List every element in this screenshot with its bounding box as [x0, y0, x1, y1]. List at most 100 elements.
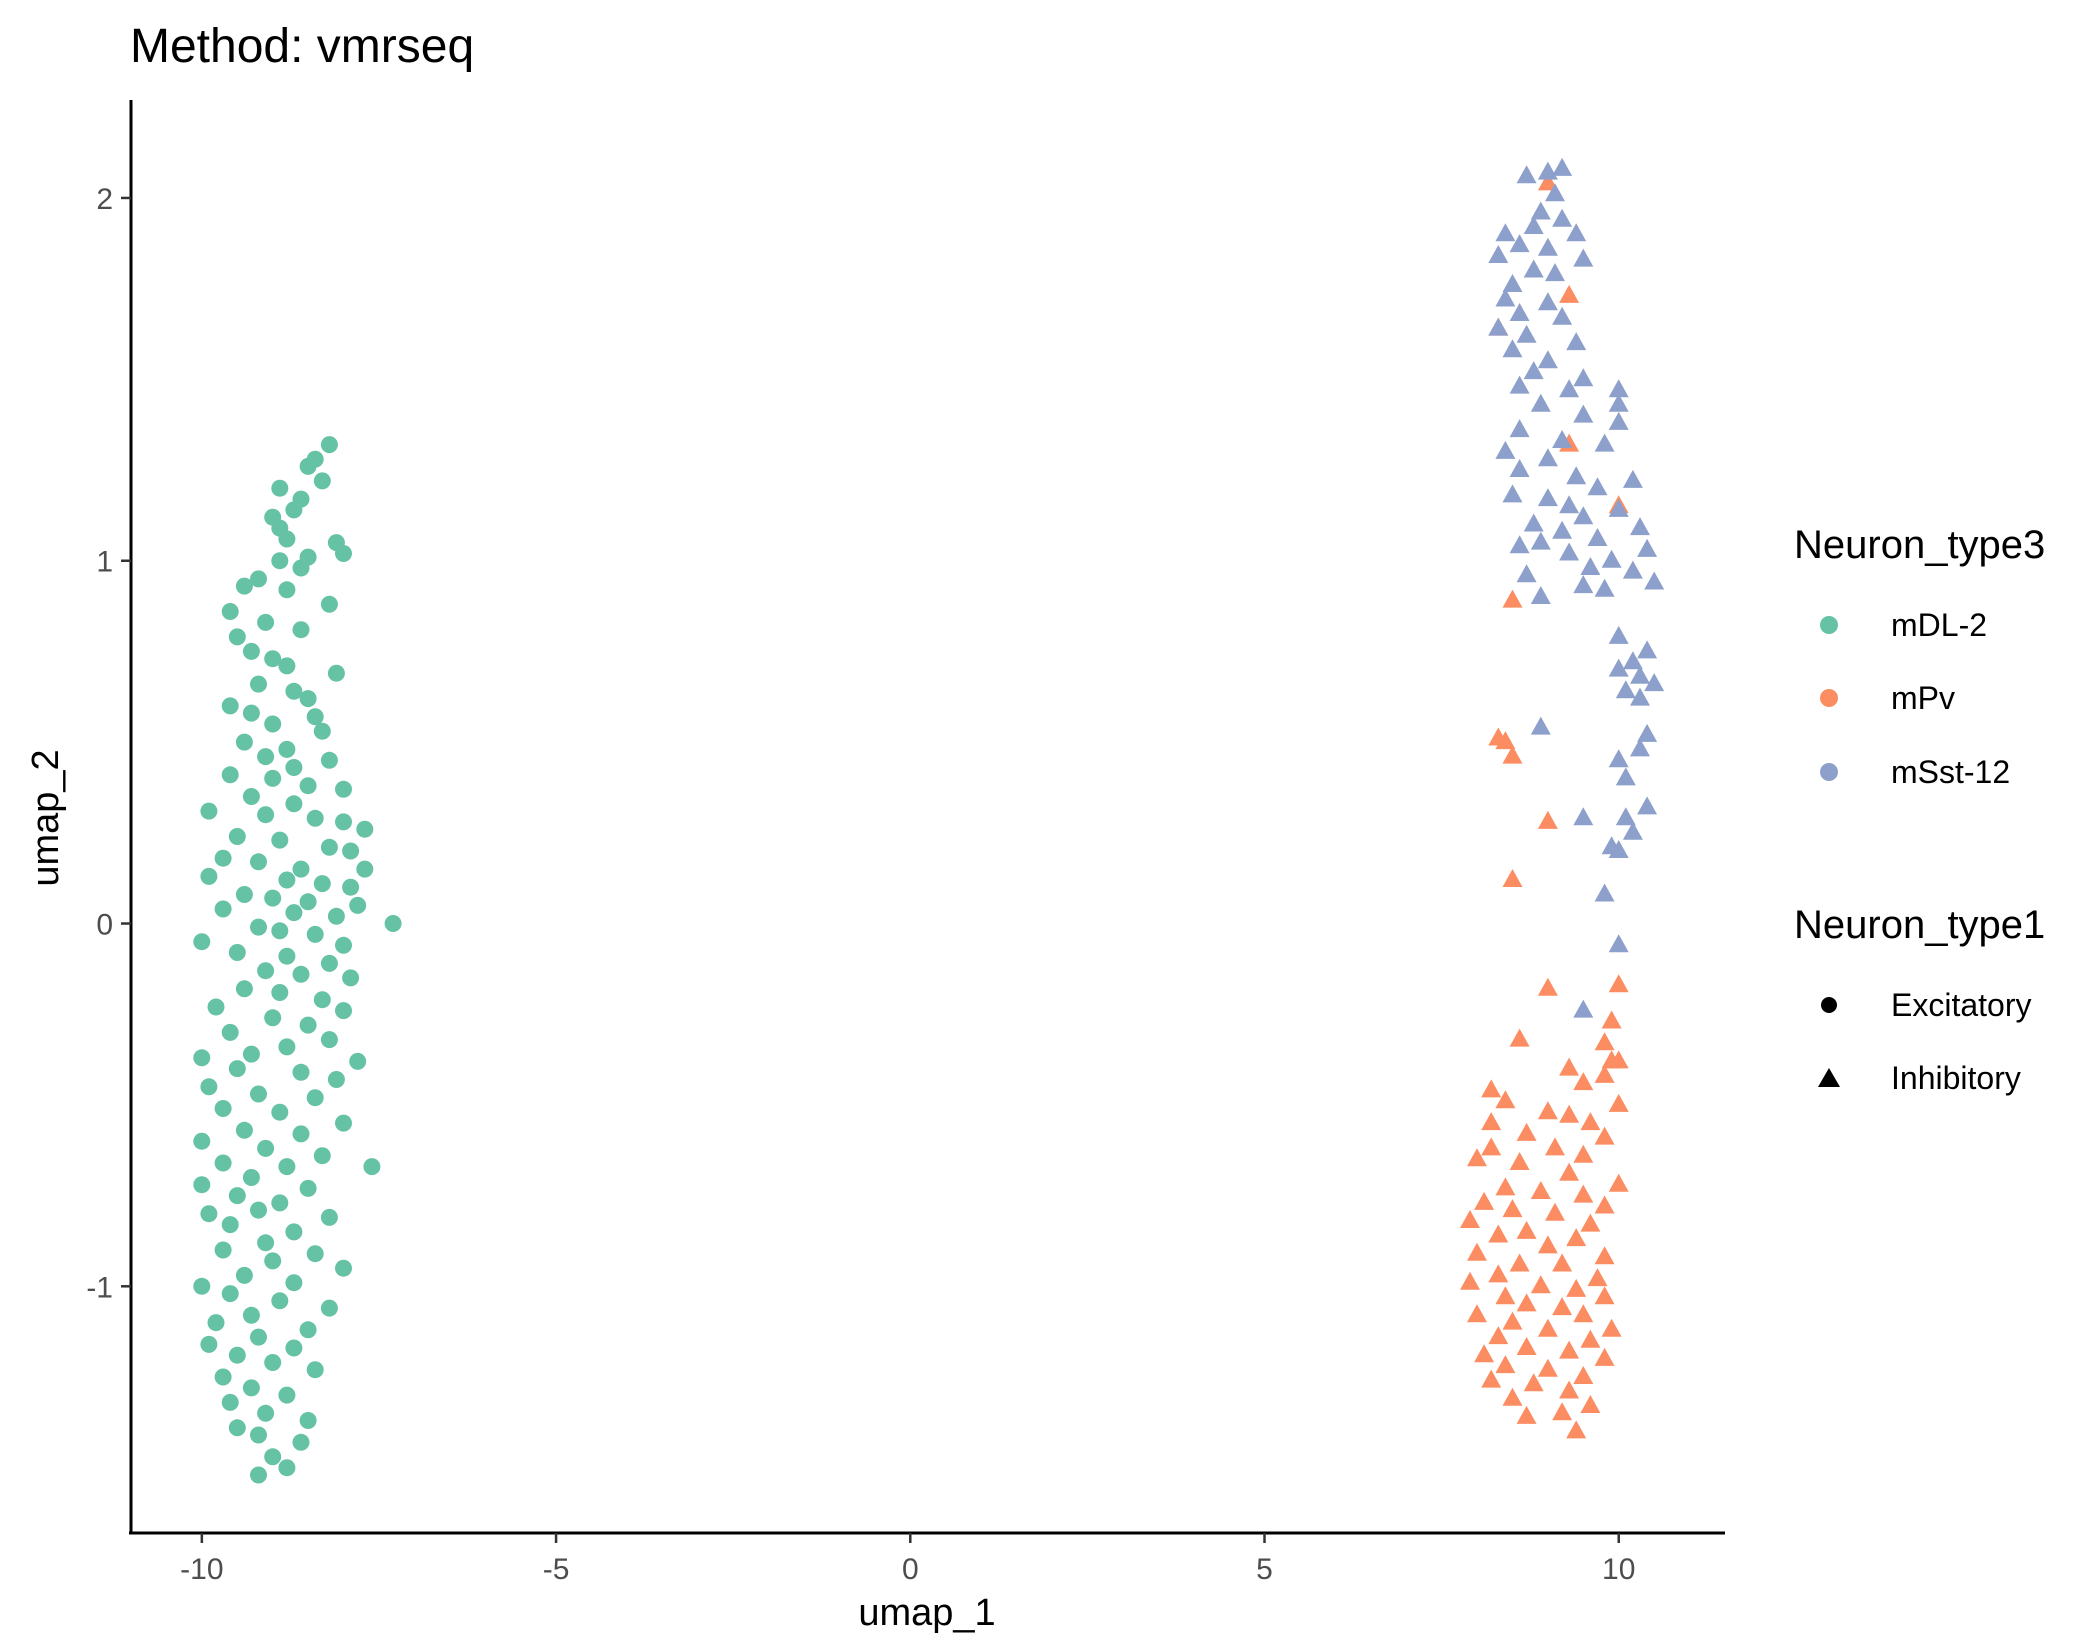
- legend-key-excitatory: [1821, 997, 1837, 1013]
- point-mpv: [1502, 1199, 1523, 1218]
- point-mdl-2: [200, 1335, 218, 1353]
- x-tick-label: -10: [180, 1553, 223, 1586]
- point-mpv: [1502, 1311, 1523, 1330]
- point-mdl-2: [221, 1216, 239, 1234]
- point-mdl-2: [320, 1031, 338, 1049]
- point-mdl-2: [235, 980, 253, 998]
- point-msst-12: [1509, 234, 1530, 253]
- point-mdl-2: [271, 1103, 289, 1121]
- point-mpv: [1481, 1369, 1502, 1388]
- point-mdl-2: [214, 849, 232, 867]
- point-msst-12: [1566, 223, 1587, 242]
- point-mpv: [1467, 1304, 1487, 1323]
- point-mpv: [1509, 1028, 1530, 1047]
- legend-title-neuron-type1: Neuron_type1: [1794, 903, 2045, 947]
- point-mdl-2: [200, 1078, 218, 1096]
- point-msst-12: [1637, 538, 1658, 557]
- legend-label-inhibitory: Inhibitory: [1891, 1060, 2021, 1096]
- point-mdl-2: [292, 621, 310, 639]
- point-mdl-2: [235, 1266, 253, 1284]
- point-mdl-2: [193, 1277, 211, 1295]
- point-mpv: [1545, 1202, 1565, 1221]
- point-mdl-2: [278, 530, 296, 548]
- point-msst-12: [1594, 433, 1615, 452]
- y-axis-title: umap_2: [25, 749, 67, 886]
- point-mpv: [1537, 977, 1558, 996]
- point-mpv: [1481, 1112, 1502, 1131]
- point-mpv: [1601, 1318, 1622, 1337]
- point-mdl-2: [349, 1052, 367, 1070]
- points-layer: [193, 157, 1665, 1484]
- point-mpv: [1594, 1246, 1615, 1265]
- point-msst-12: [1587, 477, 1608, 496]
- point-mdl-2: [250, 1426, 267, 1444]
- point-mdl-2: [320, 1299, 338, 1317]
- point-mdl-2: [292, 559, 310, 577]
- point-msst-12: [1594, 883, 1615, 902]
- point-mdl-2: [285, 1339, 303, 1357]
- point-msst-12: [1559, 542, 1580, 561]
- point-msst-12: [1530, 531, 1551, 550]
- y-ticks: -1 0 1 2: [86, 183, 131, 1304]
- point-mpv: [1495, 731, 1516, 750]
- point-mdl-2: [221, 697, 239, 715]
- point-mpv: [1559, 1104, 1580, 1123]
- legend-label-msst12: mSst-12: [1891, 754, 2010, 790]
- point-mdl-2: [299, 1016, 317, 1034]
- point-mdl-2: [235, 733, 253, 751]
- point-mdl-2: [214, 900, 232, 918]
- point-msst-12: [1502, 339, 1523, 358]
- point-mdl-2: [228, 944, 246, 961]
- point-msst-12: [1523, 259, 1544, 278]
- point-mdl-2: [292, 965, 310, 983]
- point-mdl-2: [242, 1169, 260, 1186]
- point-msst-12: [1630, 517, 1650, 536]
- point-mdl-2: [320, 838, 338, 856]
- point-msst-12: [1630, 665, 1650, 684]
- point-mpv: [1495, 1177, 1516, 1196]
- point-mdl-2: [242, 1045, 260, 1063]
- point-mpv: [1474, 1191, 1495, 1210]
- legend-neuron-type1: Neuron_type1 Excitatory Inhibitory: [1794, 903, 2045, 1096]
- point-mdl-2: [214, 1154, 232, 1172]
- legend-key-msst12: [1820, 763, 1838, 781]
- point-mpv: [1474, 1344, 1495, 1363]
- point-mpv: [1537, 810, 1558, 829]
- point-mdl-2: [250, 1201, 267, 1219]
- point-mdl-2: [214, 1100, 232, 1117]
- point-mpv: [1580, 1213, 1601, 1232]
- point-mdl-2: [193, 1132, 211, 1150]
- point-mpv: [1467, 1148, 1487, 1167]
- point-mpv: [1530, 1275, 1551, 1294]
- point-msst-12: [1523, 513, 1544, 532]
- point-mdl-2: [221, 1285, 239, 1303]
- point-mdl-2: [342, 878, 360, 896]
- point-mpv: [1495, 1355, 1516, 1374]
- point-msst-12: [1566, 332, 1587, 351]
- point-msst-12: [1537, 292, 1558, 311]
- point-mpv: [1460, 1271, 1480, 1290]
- point-msst-12: [1594, 578, 1615, 597]
- point-mdl-2: [342, 969, 360, 987]
- point-mpv: [1537, 172, 1558, 191]
- point-mdl-2: [257, 613, 275, 631]
- point-msst-12: [1573, 248, 1594, 267]
- point-mpv: [1573, 1366, 1594, 1384]
- point-mdl-2: [313, 472, 331, 490]
- point-msst-12: [1552, 157, 1573, 176]
- point-msst-12: [1608, 625, 1629, 644]
- point-mdl-2: [200, 867, 218, 885]
- point-mdl-2: [335, 1114, 352, 1132]
- point-mdl-2: [264, 1354, 282, 1371]
- point-mdl-2: [335, 545, 352, 562]
- point-mdl-2: [285, 795, 303, 813]
- point-mpv: [1552, 1402, 1573, 1421]
- point-msst-12: [1601, 549, 1622, 568]
- point-mpv: [1580, 1329, 1601, 1348]
- point-msst-12: [1530, 393, 1551, 412]
- point-msst-12: [1622, 821, 1643, 840]
- point-mdl-2: [292, 860, 310, 878]
- point-msst-12: [1530, 716, 1551, 735]
- point-msst-12: [1537, 488, 1558, 507]
- point-mpv: [1566, 1420, 1587, 1439]
